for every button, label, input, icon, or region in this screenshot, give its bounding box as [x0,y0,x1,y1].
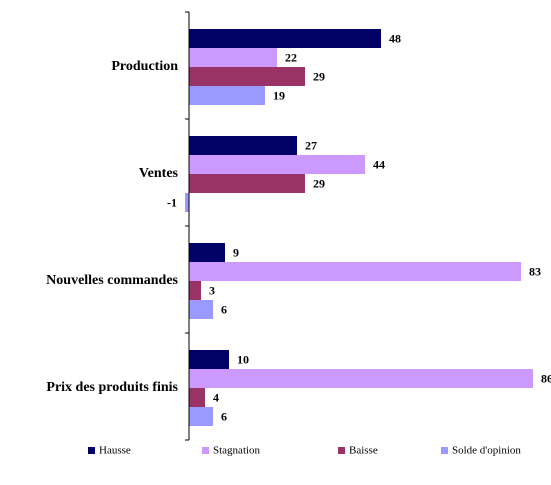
bar [189,388,205,407]
bar [189,407,213,426]
legend-swatch [338,447,345,454]
category-label: Prix des produits finis [46,380,178,395]
bar [185,193,189,212]
bar [189,300,213,319]
bar [189,136,297,155]
value-label: 48 [389,31,401,45]
bar [189,281,201,300]
value-label: 27 [305,138,317,152]
value-label: 6 [221,409,227,423]
bar [189,155,365,174]
value-label: 9 [233,245,239,259]
bar [189,243,225,262]
category-label: Nouvelles commandes [46,273,178,288]
legend-swatch [441,447,448,454]
bar [189,29,381,48]
value-label: 44 [373,157,385,171]
category-label: Production [111,59,178,74]
value-label: 83 [529,264,541,278]
value-label: 29 [313,69,325,83]
legend-label: Hausse [99,445,131,457]
value-label: 19 [273,88,285,102]
value-label: 3 [209,283,215,297]
legend-swatch [202,447,209,454]
legend-label: Solde d'opinion [452,445,521,457]
value-label: 6 [221,302,227,316]
bar [189,48,277,67]
value-label: 29 [313,176,325,190]
legend-label: Stagnation [213,445,261,457]
value-label: 86 [541,371,551,385]
value-label: 22 [285,50,297,64]
bar [189,86,265,105]
category-label: Ventes [139,166,179,181]
bar [189,174,305,193]
bar [189,369,533,388]
value-label: 10 [237,352,249,366]
bar [189,67,305,86]
legend-label: Baisse [349,445,378,457]
value-label: -1 [167,195,177,209]
legend-swatch [88,447,95,454]
bar [189,262,521,281]
bar [189,350,229,369]
value-label: 4 [213,390,219,404]
